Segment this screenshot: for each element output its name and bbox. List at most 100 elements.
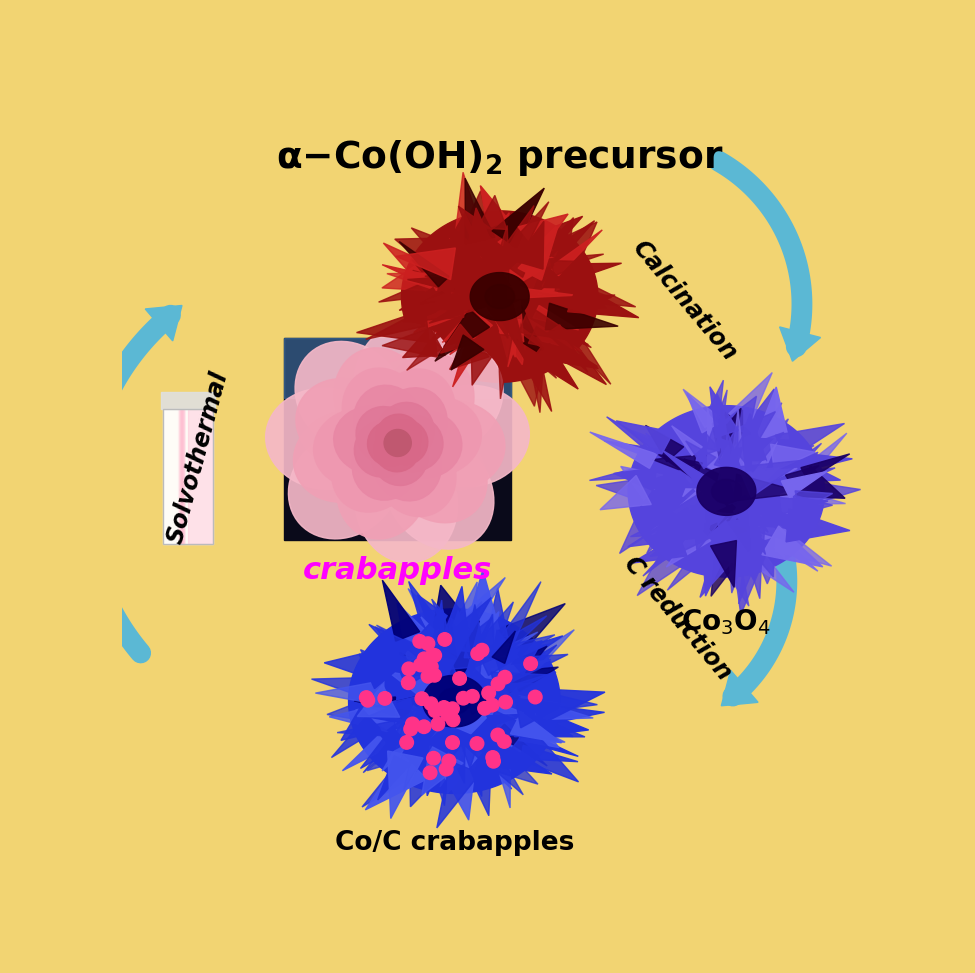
Bar bbox=[178, 409, 182, 544]
Polygon shape bbox=[418, 294, 467, 311]
Polygon shape bbox=[505, 645, 557, 688]
Circle shape bbox=[470, 737, 484, 750]
Polygon shape bbox=[668, 531, 700, 557]
Polygon shape bbox=[469, 602, 514, 665]
Polygon shape bbox=[678, 493, 722, 538]
Polygon shape bbox=[359, 654, 394, 689]
Polygon shape bbox=[396, 705, 438, 748]
Polygon shape bbox=[448, 740, 482, 794]
Polygon shape bbox=[387, 693, 450, 731]
Polygon shape bbox=[500, 233, 542, 277]
Polygon shape bbox=[528, 293, 575, 324]
Polygon shape bbox=[565, 330, 610, 384]
Polygon shape bbox=[506, 327, 522, 367]
Ellipse shape bbox=[373, 369, 455, 457]
Circle shape bbox=[428, 668, 442, 682]
Polygon shape bbox=[496, 655, 568, 686]
Polygon shape bbox=[449, 238, 485, 269]
Circle shape bbox=[421, 637, 435, 650]
Polygon shape bbox=[704, 495, 737, 537]
Polygon shape bbox=[645, 425, 683, 462]
Polygon shape bbox=[795, 490, 833, 512]
Polygon shape bbox=[487, 226, 517, 290]
Polygon shape bbox=[453, 722, 485, 769]
Ellipse shape bbox=[382, 419, 428, 465]
Ellipse shape bbox=[354, 420, 414, 477]
Polygon shape bbox=[748, 538, 774, 577]
Polygon shape bbox=[509, 287, 579, 305]
Polygon shape bbox=[722, 670, 759, 705]
Polygon shape bbox=[785, 487, 845, 505]
Polygon shape bbox=[554, 277, 611, 308]
Polygon shape bbox=[529, 707, 589, 738]
Polygon shape bbox=[596, 477, 653, 505]
Polygon shape bbox=[786, 466, 819, 487]
Polygon shape bbox=[434, 642, 465, 679]
Polygon shape bbox=[714, 394, 747, 459]
Polygon shape bbox=[717, 421, 743, 463]
Polygon shape bbox=[408, 274, 479, 297]
Text: Solvothermal: Solvothermal bbox=[163, 369, 232, 547]
Polygon shape bbox=[746, 403, 782, 455]
Polygon shape bbox=[754, 460, 818, 494]
Ellipse shape bbox=[386, 411, 462, 478]
Polygon shape bbox=[643, 527, 697, 576]
Ellipse shape bbox=[352, 426, 421, 500]
Polygon shape bbox=[764, 446, 814, 471]
Polygon shape bbox=[486, 753, 524, 795]
Polygon shape bbox=[545, 304, 618, 330]
Polygon shape bbox=[510, 712, 562, 742]
Polygon shape bbox=[730, 410, 745, 472]
Polygon shape bbox=[505, 319, 524, 377]
Polygon shape bbox=[662, 450, 720, 495]
Polygon shape bbox=[437, 761, 480, 828]
Polygon shape bbox=[493, 644, 550, 677]
Polygon shape bbox=[475, 649, 528, 693]
Bar bbox=[285, 338, 511, 399]
Polygon shape bbox=[547, 345, 599, 369]
Polygon shape bbox=[400, 241, 449, 287]
Polygon shape bbox=[354, 697, 396, 710]
Polygon shape bbox=[506, 216, 529, 263]
Bar bbox=[181, 409, 184, 544]
Polygon shape bbox=[439, 601, 482, 660]
Polygon shape bbox=[382, 580, 419, 641]
Polygon shape bbox=[451, 335, 484, 370]
Circle shape bbox=[437, 701, 450, 714]
Polygon shape bbox=[720, 500, 751, 554]
Ellipse shape bbox=[265, 388, 386, 489]
Polygon shape bbox=[460, 614, 496, 683]
Polygon shape bbox=[433, 248, 488, 283]
Polygon shape bbox=[504, 286, 557, 325]
Polygon shape bbox=[382, 326, 437, 357]
Polygon shape bbox=[651, 505, 706, 534]
Polygon shape bbox=[689, 412, 714, 453]
Polygon shape bbox=[631, 508, 693, 537]
Polygon shape bbox=[550, 230, 603, 275]
Polygon shape bbox=[739, 432, 781, 486]
Polygon shape bbox=[467, 632, 538, 677]
Polygon shape bbox=[517, 240, 562, 287]
Bar bbox=[178, 409, 181, 544]
Polygon shape bbox=[616, 421, 674, 456]
Polygon shape bbox=[447, 630, 483, 676]
Polygon shape bbox=[658, 454, 702, 479]
Polygon shape bbox=[464, 243, 500, 288]
Circle shape bbox=[428, 649, 442, 663]
Polygon shape bbox=[417, 595, 466, 648]
Polygon shape bbox=[552, 337, 606, 384]
Polygon shape bbox=[518, 227, 558, 280]
Polygon shape bbox=[439, 610, 465, 673]
Circle shape bbox=[466, 690, 479, 703]
Polygon shape bbox=[682, 441, 715, 482]
Polygon shape bbox=[484, 616, 547, 665]
Polygon shape bbox=[514, 630, 574, 681]
Polygon shape bbox=[463, 693, 508, 725]
Polygon shape bbox=[407, 340, 442, 371]
Polygon shape bbox=[655, 497, 722, 548]
Polygon shape bbox=[656, 516, 715, 564]
Polygon shape bbox=[458, 206, 503, 255]
Polygon shape bbox=[473, 245, 505, 291]
Polygon shape bbox=[341, 706, 381, 740]
Circle shape bbox=[446, 736, 459, 749]
